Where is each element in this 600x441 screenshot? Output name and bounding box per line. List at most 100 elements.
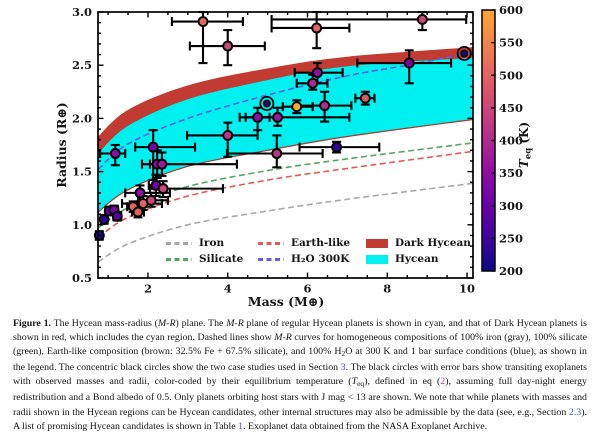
legend-item: Hycean <box>366 252 482 267</box>
axis-ticks <box>98 11 473 279</box>
data-point <box>132 206 144 218</box>
caption-segment: . Exoplanet data obtained from the NASA … <box>243 420 488 432</box>
legend-dash-sample <box>166 242 192 245</box>
x-tick-label: 10 <box>459 282 475 296</box>
y-tick-label: 1.0 <box>72 218 92 232</box>
x-tick-label: 4 <box>224 282 232 296</box>
case-study-point <box>460 49 469 58</box>
colorbar-tick-label: 200 <box>499 264 523 278</box>
caption-segment: ), assuming full day-night energy redist… <box>13 376 587 418</box>
data-point <box>147 141 159 153</box>
data-point <box>157 183 169 195</box>
figure-caption: Figure 1. The Hycean mass-radius (M-R) p… <box>13 317 587 434</box>
plot-inner <box>98 47 473 263</box>
legend-label: Silicate <box>199 253 244 266</box>
caption-segment[interactable]: 1 <box>238 420 244 432</box>
curve-silicate <box>98 142 473 229</box>
x-tick-label: 8 <box>383 282 391 296</box>
caption-segment: O at 300 K and 1 bar surface conditions … <box>13 346 587 374</box>
mass-radius-plot: 2 4 6 8 10 0.5 1.0 1.5 2.0 2.5 3.0 200 250 300 350 400 4… <box>54 3 534 309</box>
data-point <box>319 100 331 112</box>
data-point <box>197 16 209 28</box>
legend-item: Silicate <box>166 252 258 267</box>
legend-item: Iron <box>166 236 258 251</box>
x-axis-label: Mass (M⊕) <box>248 294 325 309</box>
curve-iron <box>98 182 473 263</box>
caption-segment: M-R <box>157 318 176 329</box>
colorbar-tick-label: 500 <box>499 68 523 82</box>
legend-item: Earth-like <box>258 236 366 251</box>
legend-label: Dark Hycean <box>395 237 471 250</box>
legend-dash-sample <box>258 242 284 245</box>
legend-label: Hycean <box>395 253 439 266</box>
caption-segment: T <box>351 376 358 388</box>
caption-segment: eq <box>357 379 365 389</box>
data-point <box>98 214 110 225</box>
y-tick-label: 1.5 <box>72 165 92 179</box>
data-point <box>272 111 284 123</box>
data-point <box>222 129 234 141</box>
y-tick-label: 3.0 <box>72 5 92 19</box>
y-tick-label: 2.0 <box>72 111 92 125</box>
data-point <box>311 22 323 34</box>
legend-swatch <box>366 255 388 264</box>
colorbar-tick-label: 450 <box>499 101 523 115</box>
x-tick-label: 6 <box>303 282 311 296</box>
data-point <box>359 92 371 104</box>
caption-segment: . The black circles with error bars show… <box>13 362 587 388</box>
caption-segment: curves for homogeneous compositions of 1… <box>13 332 588 358</box>
y-tick-label: 0.5 <box>72 271 92 285</box>
data-point <box>156 158 168 170</box>
data-point <box>134 187 146 199</box>
data-point <box>111 210 123 222</box>
data-point <box>271 148 283 159</box>
colorbar-tick-label: 250 <box>499 231 523 245</box>
data-point <box>331 141 343 153</box>
legend-label: Iron <box>199 237 225 250</box>
colorbar-tick-label: 550 <box>499 36 523 50</box>
colorbar-tick-label: 400 <box>499 134 523 148</box>
curve-h2o-300k <box>98 51 473 171</box>
region-hycean <box>98 57 473 213</box>
data-point <box>222 40 234 52</box>
data-point <box>307 77 319 89</box>
colorbar-tick-label: 600 <box>499 3 523 17</box>
curve-earth-like <box>98 150 473 239</box>
legend-label: H₂O 300K <box>291 253 350 266</box>
case-study-ring <box>456 45 472 61</box>
caption-segment: The Hycean mass-radius ( <box>51 318 158 329</box>
data-point <box>403 57 415 69</box>
data-point <box>312 67 323 79</box>
caption-segment: ), defined in eq ( <box>364 376 441 388</box>
caption-segment[interactable]: 2 <box>440 376 446 388</box>
plot-legend: Iron Earth-like Dark Hycean Silicate H₂O 300… <box>166 236 482 267</box>
caption-segment[interactable]: 2.3 <box>568 406 582 418</box>
colorbar-tick-label: 350 <box>499 166 523 180</box>
data-point <box>416 13 428 25</box>
caption-segment: M-R <box>226 318 244 329</box>
data-point <box>291 101 303 113</box>
y-axis-label: Radius (R⊕) <box>54 102 69 187</box>
data-point <box>145 194 157 206</box>
region-hycean-lower-edge <box>98 118 473 213</box>
legend-swatch <box>366 239 388 248</box>
caption-segment: M-R <box>274 332 292 344</box>
figure-area: 2 4 6 8 10 0.5 1.0 1.5 2.0 2.5 3.0 200 250 300 350 400 4… <box>54 3 534 309</box>
data-point <box>109 148 121 159</box>
plot-frame <box>97 11 474 279</box>
legend-item: H₂O 300K <box>258 252 366 267</box>
caption-segment: ). A list of promising Hycean candidates… <box>13 406 587 432</box>
caption-segment: ) plane. The <box>175 318 227 329</box>
legend-item: Dark Hycean <box>366 236 482 251</box>
legend-dash-sample <box>258 258 284 261</box>
case-study-point <box>262 99 271 108</box>
caption-segment: 2 <box>341 349 346 359</box>
legend-label: Earth-like <box>291 237 351 250</box>
caption-segment[interactable]: 3 <box>340 362 346 374</box>
caption-segment: Figure 1. <box>13 318 51 329</box>
colorbar-tick-label: 300 <box>499 199 523 213</box>
colorbar-label: Teq (K) <box>517 122 534 168</box>
x-tick-label: 2 <box>144 282 152 296</box>
y-tick-label: 2.5 <box>72 58 92 72</box>
